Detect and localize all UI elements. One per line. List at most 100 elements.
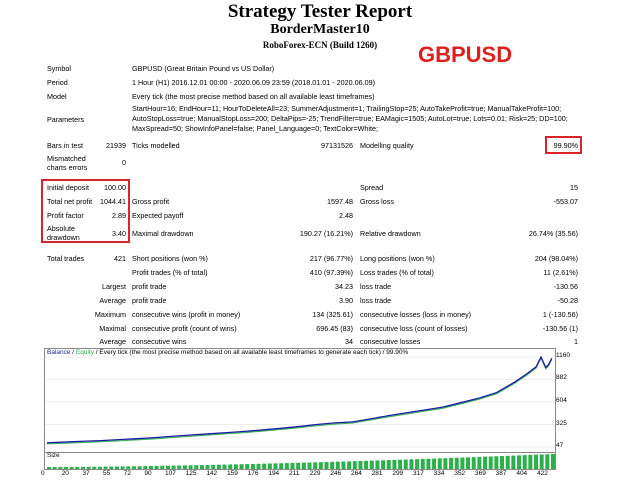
expected-payoff-label: Expected payoff — [132, 211, 184, 220]
symbol-value: GBPUSD (Great Britain Pound vs US Dollar… — [132, 64, 275, 73]
parameters-line-1: StartHour=16; EndHour=11; HourToDeleteAl… — [132, 104, 562, 113]
x-tick-label: 387 — [495, 470, 507, 477]
size-bar — [392, 459, 397, 469]
quality-value: 99.90% — [553, 141, 578, 150]
avg-cons-losses-label: consecutive losses — [360, 337, 421, 346]
balance-line — [46, 355, 553, 444]
ticks-label: Ticks modelled — [132, 141, 180, 150]
bars-value: 21939 — [106, 141, 126, 150]
size-bar — [494, 456, 499, 469]
size-bar — [273, 463, 278, 469]
gross-loss-value: -553.07 — [553, 197, 578, 206]
x-tick-label: 194 — [268, 470, 280, 477]
x-tick-label: 229 — [309, 470, 321, 477]
size-bar — [432, 458, 437, 469]
balance-chart-svg — [45, 355, 555, 448]
maximal-cons-profit-value: 696.45 (83) — [316, 324, 353, 333]
size-bar — [114, 466, 119, 469]
parameters-label: Parameters — [47, 115, 85, 124]
x-tick-label: 334 — [433, 470, 445, 477]
x-tick-label: 317 — [413, 470, 424, 477]
size-bar — [483, 456, 488, 469]
period-value: 1 Hour (H1) 2016.12.01 00:00 - 2020.06.0… — [132, 78, 375, 87]
short-positions-label: Short positions (won %) — [132, 254, 208, 263]
size-bar — [381, 460, 386, 469]
net-profit-label: Total net profit — [47, 197, 93, 206]
max-drawdown-value: 190.27 (16.21%) — [299, 229, 353, 238]
avg-cons-wins-value: 34 — [345, 337, 353, 346]
size-bar — [324, 461, 329, 469]
legend-description: / Every tick (the most precise method ba… — [94, 349, 409, 356]
size-bar — [137, 466, 142, 469]
size-bar — [375, 460, 380, 469]
x-tick-label: 72 — [123, 470, 131, 477]
size-bar — [165, 465, 170, 469]
size-bar — [284, 463, 289, 469]
largest-profit-label: profit trade — [132, 282, 167, 291]
x-tick-label: 369 — [475, 470, 486, 477]
size-bar — [488, 456, 493, 469]
long-positions-label: Long positions (won %) — [360, 254, 435, 263]
size-bar — [471, 457, 476, 469]
ea-name: BorderMaster10 — [270, 22, 370, 37]
x-tick-label: 281 — [371, 470, 383, 477]
size-bar — [296, 462, 301, 469]
gross-loss-label: Gross loss — [360, 197, 394, 206]
size-bar — [347, 461, 352, 469]
size-bar — [477, 456, 482, 469]
size-bar — [154, 465, 159, 469]
period-label: Period — [47, 78, 68, 87]
size-bar — [505, 455, 510, 469]
x-tick-label: 159 — [227, 470, 238, 477]
size-bar — [160, 465, 165, 469]
maximal-cons-loss-label: consecutive loss (count of losses) — [360, 324, 468, 333]
y-tick-label: 604 — [556, 396, 567, 404]
size-bar — [364, 460, 369, 469]
model-value: Every tick (the most precise method base… — [132, 92, 375, 101]
size-bar — [199, 465, 204, 469]
max-cons-losses-label: consecutive losses (loss in money) — [360, 310, 472, 319]
size-bar — [517, 455, 522, 469]
size-bar — [194, 465, 199, 469]
legend-balance: Balance — [47, 349, 71, 356]
size-bar — [449, 457, 454, 469]
maximal-label: Maximal — [99, 324, 126, 333]
size-bar — [267, 463, 272, 469]
max-cons-wins-label: consecutive wins (profit in money) — [132, 310, 241, 319]
key-metrics-highlight — [41, 179, 130, 243]
size-bar — [539, 454, 544, 469]
x-tick-label: 246 — [330, 470, 342, 477]
ticks-value: 97131526 — [321, 141, 353, 150]
bars-label: Bars in test — [47, 141, 83, 150]
size-bar — [386, 460, 391, 469]
maximal-cons-profit-label: consecutive profit (count of wins) — [132, 324, 237, 333]
size-bar — [63, 466, 68, 469]
x-tick-label: 0 — [41, 470, 45, 477]
size-bar — [522, 455, 527, 469]
largest-loss-label: loss trade — [360, 282, 392, 291]
size-bar — [330, 461, 335, 469]
size-bar — [75, 466, 80, 469]
avg-cons-label: Average — [99, 337, 126, 346]
x-tick-label: 299 — [392, 470, 404, 477]
x-tick-label: 37 — [82, 470, 90, 477]
size-bar — [301, 462, 306, 469]
size-bar — [528, 454, 533, 469]
size-bar — [92, 466, 97, 469]
size-bar — [420, 458, 425, 469]
size-bar — [409, 459, 414, 469]
parameters-line-2: AutoStopLoss=true; ManualStopLoss=200; D… — [132, 114, 568, 123]
server-name: RoboForex-ECN (Build 1260) — [262, 40, 378, 50]
x-tick-label: 125 — [185, 470, 197, 477]
average-loss-value: -50.28 — [557, 296, 578, 305]
mismatch-value: 0 — [122, 158, 126, 167]
size-bar — [103, 466, 108, 469]
x-tick-label: 20 — [61, 470, 69, 477]
size-bar — [239, 464, 244, 469]
long-positions-value: 204 (98.04%) — [534, 254, 578, 263]
size-bar — [211, 464, 216, 469]
parameters-line-3: MaxSpread=50; ShowInfoPanel=false; Panel… — [132, 124, 379, 133]
size-bar — [250, 463, 255, 469]
y-tick-label: 47 — [556, 442, 564, 449]
x-tick-label: 211 — [289, 470, 300, 477]
